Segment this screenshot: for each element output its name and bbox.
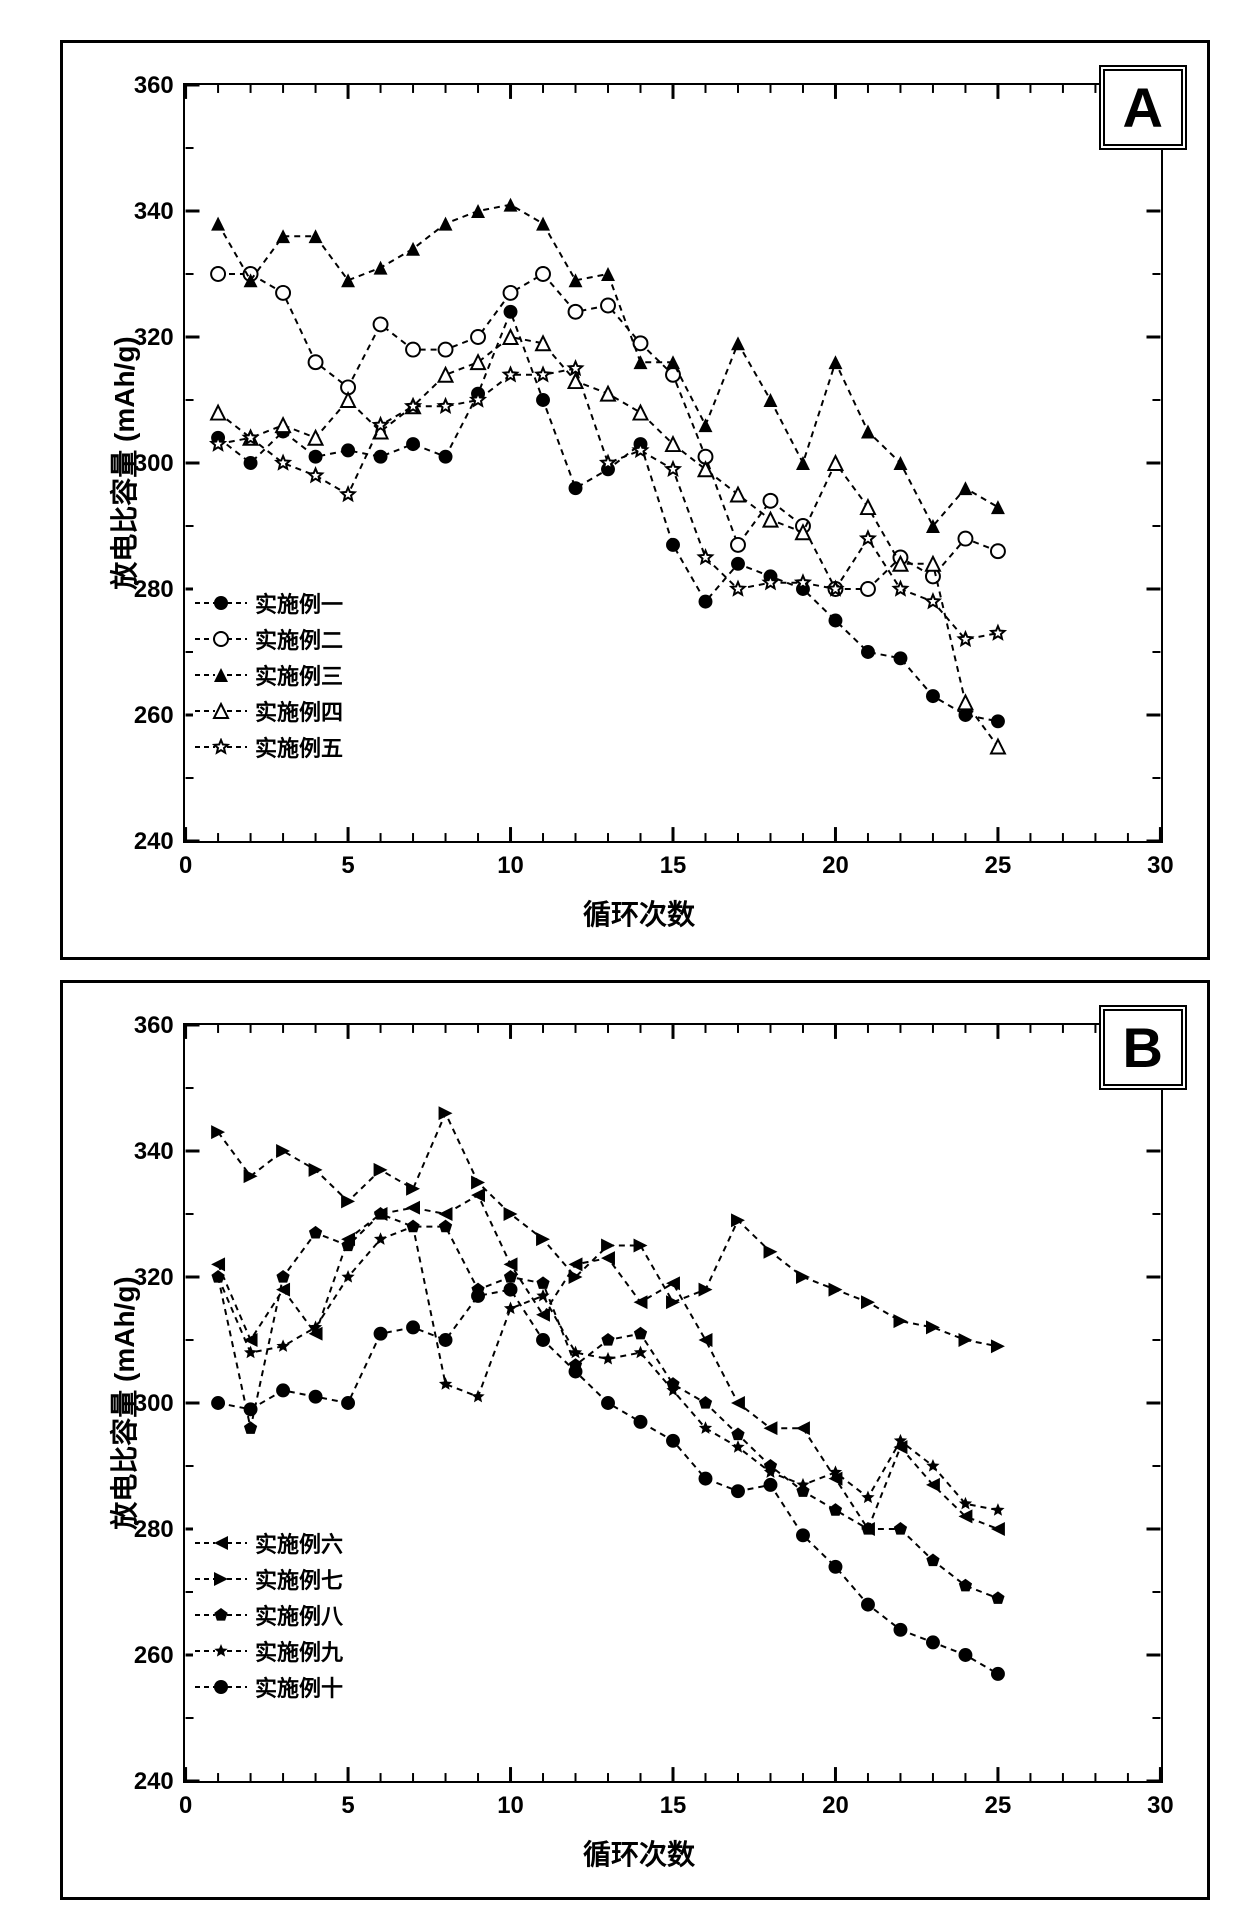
- legend-marker-icon: [193, 702, 249, 720]
- ylabel-a-text: 放电比容量 (mAh/g): [109, 336, 140, 590]
- ylabel-a: 放电比容量 (mAh/g): [103, 333, 143, 593]
- legend-item: 实施例四: [193, 695, 343, 727]
- svg-text:340: 340: [134, 1138, 174, 1165]
- xlabel-a-text: 循环次数: [583, 899, 695, 930]
- legend-marker-icon: [193, 1678, 249, 1696]
- svg-text:340: 340: [134, 198, 174, 225]
- xlabel-a: 循环次数: [583, 893, 695, 933]
- panel-b: 051015202530240260280300320340360 B 放电比容…: [60, 980, 1210, 1900]
- legend-label: 实施例三: [255, 659, 343, 691]
- legend-marker-icon: [193, 1570, 249, 1588]
- svg-text:240: 240: [134, 828, 174, 855]
- legend-a: 实施例一 实施例二 实施例三 实施例四: [193, 583, 343, 767]
- legend-item: 实施例二: [193, 623, 343, 655]
- legend-label: 实施例六: [255, 1527, 343, 1559]
- svg-text:20: 20: [822, 1792, 849, 1819]
- svg-text:10: 10: [497, 852, 524, 879]
- legend-marker-icon: [193, 630, 249, 648]
- panel-label-b: B: [1099, 1005, 1187, 1090]
- svg-text:25: 25: [985, 852, 1012, 879]
- ylabel-b: 放电比容量 (mAh/g): [103, 1273, 143, 1533]
- legend-marker-icon: [193, 666, 249, 684]
- svg-text:0: 0: [179, 852, 192, 879]
- legend-item: 实施例九: [193, 1635, 343, 1667]
- legend-item: 实施例三: [193, 659, 343, 691]
- panel-a: 051015202530240260280300320340360 A 放电比容…: [60, 40, 1210, 960]
- ylabel-b-text: 放电比容量 (mAh/g): [109, 1276, 140, 1530]
- legend-label: 实施例十: [255, 1671, 343, 1703]
- svg-text:260: 260: [134, 1642, 174, 1669]
- svg-text:5: 5: [341, 852, 354, 879]
- legend-item: 实施例八: [193, 1599, 343, 1631]
- legend-label: 实施例八: [255, 1599, 343, 1631]
- svg-text:15: 15: [660, 1792, 687, 1819]
- svg-text:240: 240: [134, 1768, 174, 1795]
- legend-b: 实施例六 实施例七 实施例八 实施例九: [193, 1523, 343, 1707]
- panel-label-a-text: A: [1123, 76, 1163, 139]
- svg-text:5: 5: [341, 1792, 354, 1819]
- svg-text:360: 360: [134, 1012, 174, 1039]
- legend-marker-icon: [193, 594, 249, 612]
- svg-text:30: 30: [1147, 1792, 1174, 1819]
- legend-label: 实施例四: [255, 695, 343, 727]
- svg-text:20: 20: [822, 852, 849, 879]
- legend-label: 实施例二: [255, 623, 343, 655]
- svg-text:15: 15: [660, 852, 687, 879]
- legend-label: 实施例五: [255, 731, 343, 763]
- panel-label-a: A: [1099, 65, 1187, 150]
- legend-item: 实施例七: [193, 1563, 343, 1595]
- legend-marker-icon: [193, 1606, 249, 1624]
- legend-label: 实施例九: [255, 1635, 343, 1667]
- legend-item: 实施例十: [193, 1671, 343, 1703]
- xlabel-b: 循环次数: [583, 1833, 695, 1873]
- legend-marker-icon: [193, 1642, 249, 1660]
- svg-text:0: 0: [179, 1792, 192, 1819]
- svg-text:360: 360: [134, 72, 174, 99]
- legend-item: 实施例一: [193, 587, 343, 619]
- legend-item: 实施例六: [193, 1527, 343, 1559]
- svg-text:25: 25: [985, 1792, 1012, 1819]
- legend-marker-icon: [193, 738, 249, 756]
- legend-label: 实施例一: [255, 587, 343, 619]
- xlabel-b-text: 循环次数: [583, 1839, 695, 1870]
- panel-label-b-text: B: [1123, 1016, 1163, 1079]
- legend-marker-icon: [193, 1534, 249, 1552]
- svg-text:260: 260: [134, 702, 174, 729]
- legend-label: 实施例七: [255, 1563, 343, 1595]
- svg-text:10: 10: [497, 1792, 524, 1819]
- svg-text:30: 30: [1147, 852, 1174, 879]
- legend-item: 实施例五: [193, 731, 343, 763]
